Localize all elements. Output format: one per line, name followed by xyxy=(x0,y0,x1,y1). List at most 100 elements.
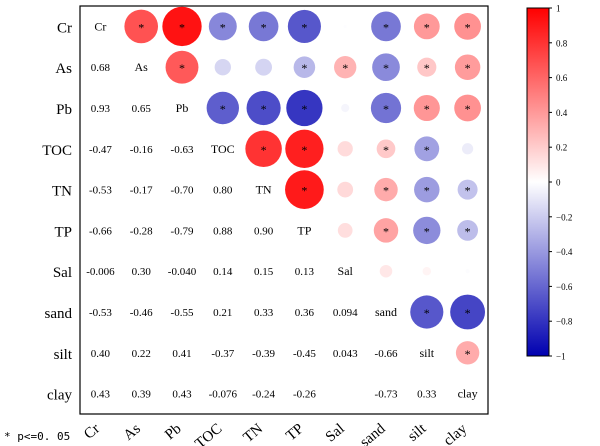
col-label-pb: Pb xyxy=(162,421,184,443)
corr-value-sal-cr: -0.006 xyxy=(86,266,115,278)
significance-star: * xyxy=(465,184,471,198)
diagonal-label-pb: Pb xyxy=(176,101,189,115)
corr-value-tn-pb: -0.70 xyxy=(171,185,194,197)
corr-value-toc-as: -0.16 xyxy=(130,144,153,156)
corr-value-silt-cr: 0.40 xyxy=(91,348,111,360)
colorbar-tick-label: 0.4 xyxy=(556,108,568,118)
significance-star: * xyxy=(465,20,471,34)
significance-star: * xyxy=(465,306,471,320)
significance-star: * xyxy=(383,102,389,116)
corr-value-toc-pb: -0.63 xyxy=(171,144,194,156)
col-label-silt: silt xyxy=(405,420,430,445)
significance-star: * xyxy=(261,102,267,116)
diagonal-label-as: As xyxy=(135,60,149,74)
corr-value-as-cr: 0.68 xyxy=(91,62,111,74)
colorbar: 1 0.8 0.6 0.4 0.2 0 −0.2 −0.4 −0.6 −0.8 −1 xyxy=(526,4,573,362)
corr-circle-cr-sand xyxy=(371,11,401,42)
significance-star: * xyxy=(261,143,267,157)
corr-value-sand-pb: -0.55 xyxy=(171,307,194,319)
col-label-sal: Sal xyxy=(323,421,348,446)
col-label-as: As xyxy=(121,421,144,444)
significance-star: * xyxy=(465,61,471,75)
significance-star: * xyxy=(424,306,430,320)
corr-value-tp-tn: 0.90 xyxy=(254,225,274,237)
corr-circle-cr-toc xyxy=(208,12,237,41)
row-label-silt: silt xyxy=(54,347,73,363)
col-label-toc: TOC xyxy=(192,421,225,446)
corr-value-sand-sal: 0.094 xyxy=(333,307,358,319)
colorbar-tick-label: 0.2 xyxy=(556,143,567,153)
corr-value-sand-toc: 0.21 xyxy=(213,307,232,319)
corr-value-silt-as: 0.22 xyxy=(132,348,151,360)
corr-circle-cr-pb xyxy=(162,6,202,47)
significance-star: * xyxy=(138,20,144,34)
significance-star: * xyxy=(261,20,267,34)
corr-circle-tn-sand xyxy=(374,177,398,202)
corr-circle-as-tp xyxy=(293,56,316,78)
colorbar-tick-label: 0.6 xyxy=(556,73,568,83)
corr-circle-pb-toc xyxy=(206,91,239,125)
corr-circle-cr-sal xyxy=(343,24,347,28)
corr-circle-toc-sal xyxy=(337,141,353,157)
diagonal-label-toc: TOC xyxy=(211,142,235,156)
significance-star: * xyxy=(179,61,185,75)
corr-value-clay-as: 0.39 xyxy=(132,389,152,401)
corr-circle-pb-sal xyxy=(341,103,350,113)
corr-circle-tn-clay xyxy=(457,179,478,200)
corr-circle-tp-silt xyxy=(413,216,441,245)
significance-star: * xyxy=(424,184,430,198)
significance-star: * xyxy=(383,61,389,75)
corr-value-sand-tn: 0.33 xyxy=(254,307,274,319)
significance-star: * xyxy=(342,61,348,75)
matrix-frame xyxy=(79,5,489,415)
diagonal-label-tp: TP xyxy=(297,223,311,237)
corr-circle-tp-clay xyxy=(457,220,478,241)
corr-circle-cr-as xyxy=(124,9,159,44)
corr-value-pb-as: 0.65 xyxy=(132,103,152,115)
significance-star: * xyxy=(383,184,389,198)
corr-value-clay-cr: 0.43 xyxy=(91,389,111,401)
row-label-as: As xyxy=(55,61,72,77)
corr-value-clay-pb: 0.43 xyxy=(172,389,192,401)
corr-value-sal-tn: 0.15 xyxy=(254,266,274,278)
corr-circle-sand-silt xyxy=(410,295,444,329)
significance-star: * xyxy=(220,102,226,116)
colorbar-gradient xyxy=(526,7,550,357)
col-label-sand: sand xyxy=(357,420,389,446)
row-label-tn: TN xyxy=(52,184,72,200)
corr-circle-pb-clay xyxy=(454,94,481,122)
corr-circle-as-toc xyxy=(214,59,231,76)
corr-circle-tn-sal xyxy=(337,181,354,198)
significance-star: * xyxy=(424,143,430,157)
corr-circle-cr-clay xyxy=(454,13,481,40)
colorbar-tick-label: 1 xyxy=(556,4,561,14)
significance-star: * xyxy=(383,20,389,34)
corr-circle-as-pb xyxy=(165,50,199,84)
corr-value-sal-as: 0.30 xyxy=(132,266,152,278)
corr-circle-toc-sand xyxy=(376,139,396,159)
corr-value-tn-toc: 0.80 xyxy=(213,185,233,197)
significance-footnote: * p<=0. 05 xyxy=(4,430,71,443)
significance-star: * xyxy=(465,224,471,238)
row-label-pb: Pb xyxy=(56,102,72,118)
corr-circle-as-silt xyxy=(417,57,437,77)
corr-value-tn-as: -0.17 xyxy=(130,185,153,197)
row-label-cr: Cr xyxy=(57,20,72,36)
corr-circle-sal-sand xyxy=(379,264,393,278)
corr-value-silt-tn: -0.39 xyxy=(252,348,275,360)
corr-value-sand-tp: 0.36 xyxy=(295,307,315,319)
corr-value-tp-toc: 0.88 xyxy=(213,225,233,237)
corr-circle-toc-tn xyxy=(245,130,282,168)
corr-value-sal-pb: -0.040 xyxy=(168,266,197,278)
corr-value-sal-tp: 0.13 xyxy=(295,266,315,278)
corr-circle-as-tn xyxy=(255,58,273,76)
diagonal-label-cr: Cr xyxy=(94,19,106,33)
corr-value-clay-sand: -0.73 xyxy=(375,389,398,401)
significance-star: * xyxy=(383,224,389,238)
corr-circle-tp-sal xyxy=(337,223,353,238)
corr-value-clay-tp: -0.26 xyxy=(293,389,316,401)
corr-circle-pb-tp xyxy=(286,89,323,127)
corr-circle-sal-silt xyxy=(422,266,432,276)
significance-star: * xyxy=(301,143,307,157)
